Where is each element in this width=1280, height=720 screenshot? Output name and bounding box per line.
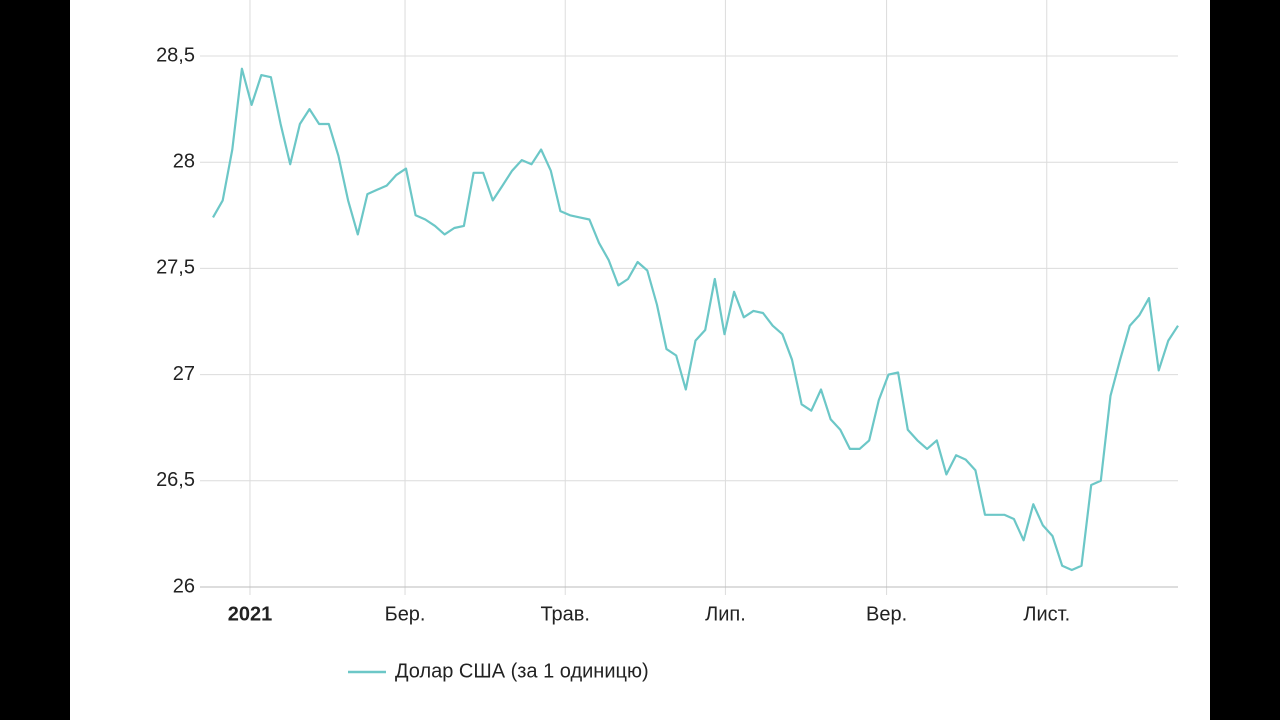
y-tick-label: 26 [173,575,195,597]
x-tick-label: 2021 [228,603,273,625]
y-tick-label: 26,5 [156,469,195,491]
x-tick-label: Трав. [540,603,590,625]
x-tick-label: Вер. [866,603,907,625]
y-tick-label: 28 [173,150,195,172]
x-tick-label: Лип. [705,603,746,625]
x-tick-label: Бер. [385,603,426,625]
line-series [212,67,1179,572]
chart-background [70,0,1210,720]
x-tick-label: Лист. [1023,603,1070,625]
legend-label: Долар США (за 1 одиницю) [395,660,649,682]
y-tick-label: 27,5 [156,257,195,279]
y-tick-label: 28,5 [156,44,195,66]
y-tick-label: 27 [173,363,195,385]
